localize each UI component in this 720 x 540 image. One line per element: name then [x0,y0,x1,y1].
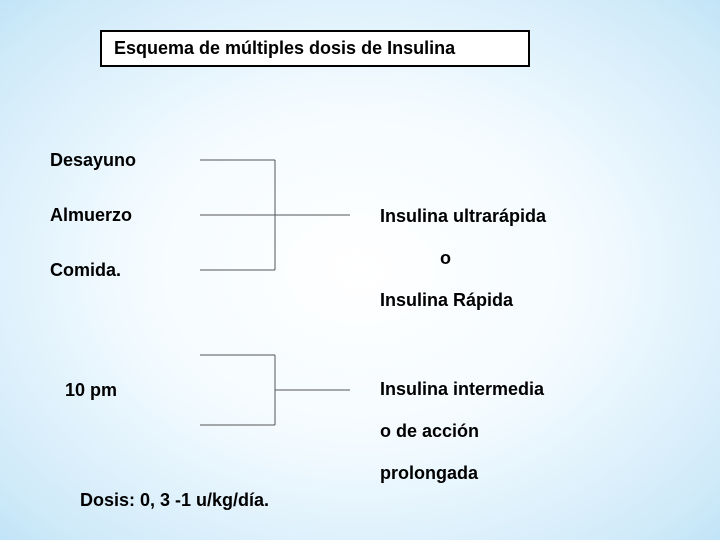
line: o [380,248,546,269]
label-insulina-intermedia: Insulina intermedia o de acción prolonga… [380,358,544,505]
footer-dosis: Dosis: 0, 3 -1 u/kg/día. [80,490,269,511]
line: Insulina Rápida [380,290,546,311]
label-almuerzo: Almuerzo [50,205,132,226]
title-box: Esquema de múltiples dosis de Insulina [100,30,530,67]
label-desayuno: Desayuno [50,150,136,171]
line: prolongada [380,463,544,484]
label-insulina-rapida: Insulina ultrarápida o Insulina Rápida [380,185,546,332]
title-text: Esquema de múltiples dosis de Insulina [114,38,455,58]
label-10pm: 10 pm [65,380,117,401]
line: o de acción [380,421,544,442]
line: Insulina intermedia [380,379,544,400]
label-comida: Comida. [50,260,121,281]
line: Insulina ultrarápida [380,206,546,227]
